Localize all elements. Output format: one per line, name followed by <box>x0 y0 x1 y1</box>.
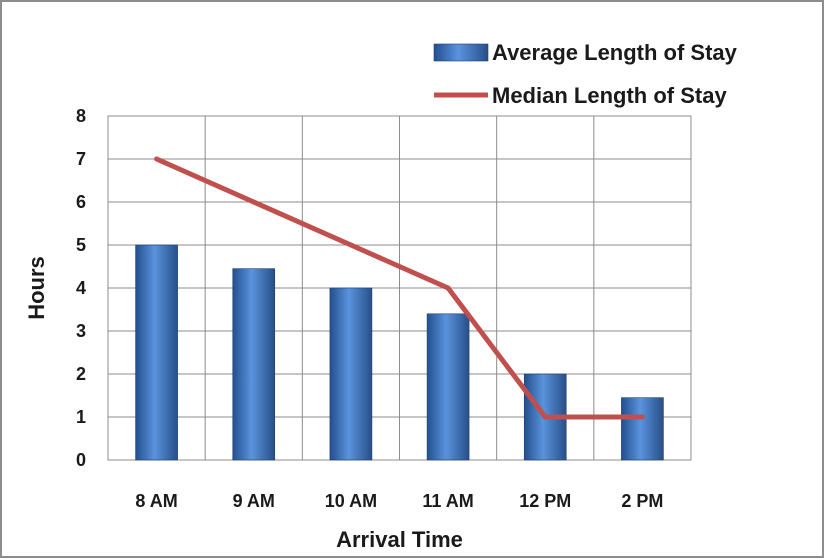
bar <box>135 244 178 461</box>
x-tick-label: 12 PM <box>519 491 571 511</box>
y-tick-label: 8 <box>76 106 86 126</box>
x-axis-title: Arrival Time <box>336 527 463 552</box>
x-tick-labels: 8 AM 9 AM 10 AM 11 AM 12 PM 2 PM <box>135 491 663 511</box>
x-tick-label: 8 AM <box>135 491 177 511</box>
bar <box>621 397 664 461</box>
line-point <box>251 199 257 205</box>
y-axis-title: Hours <box>24 256 49 320</box>
y-tick-labels: 0 1 2 3 4 5 6 7 8 <box>76 106 86 470</box>
legend-swatch-average <box>433 43 489 62</box>
y-tick-label: 0 <box>76 450 86 470</box>
legend-label-average: Average Length of Stay <box>492 40 738 65</box>
x-tick-label: 10 AM <box>325 491 377 511</box>
x-tick-label: 11 AM <box>422 491 473 511</box>
x-tick-label: 2 PM <box>621 491 663 511</box>
legend: Average Length of Stay Median Length of … <box>433 40 738 108</box>
grid <box>107 115 692 461</box>
median-line <box>155 156 643 420</box>
line-point <box>639 414 645 420</box>
y-tick-label: 3 <box>76 321 86 341</box>
line-series <box>154 156 645 420</box>
line-point <box>348 242 354 248</box>
y-tick-label: 5 <box>76 235 86 255</box>
line-point <box>542 414 548 420</box>
y-tick-label: 2 <box>76 364 86 384</box>
y-tick-label: 4 <box>76 278 86 298</box>
y-tick-label: 1 <box>76 407 86 427</box>
line-point <box>154 156 160 162</box>
x-tick-label: 9 AM <box>233 491 275 511</box>
legend-label-median: Median Length of Stay <box>492 83 727 108</box>
bar <box>329 287 373 461</box>
y-tick-label: 7 <box>76 149 86 169</box>
bar <box>426 313 470 461</box>
y-tick-label: 6 <box>76 192 86 212</box>
bar-series <box>135 244 664 461</box>
bar <box>232 268 276 461</box>
line-point <box>445 285 451 291</box>
